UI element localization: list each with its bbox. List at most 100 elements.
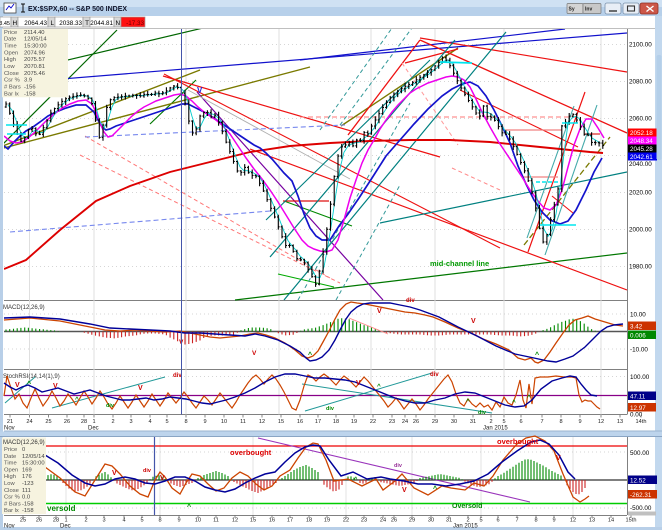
svg-text:2114.40: 2114.40: [24, 30, 45, 36]
svg-text:23: 23: [361, 518, 367, 524]
svg-text:10.00: 10.00: [630, 312, 646, 319]
svg-text:mid-channel line: mid-channel line: [430, 259, 489, 268]
svg-text:15th: 15th: [626, 518, 637, 524]
svg-text:^: ^: [535, 351, 539, 359]
svg-text:^: ^: [527, 393, 531, 401]
svg-text:div: div: [326, 406, 335, 412]
svg-text:Close: Close: [4, 488, 19, 494]
svg-text:7: 7: [515, 518, 518, 524]
svg-text:15:30:00: 15:30:00: [22, 461, 45, 467]
svg-text:Price: Price: [4, 30, 17, 36]
svg-text:V: V: [377, 308, 382, 315]
svg-text:169: 169: [22, 467, 32, 473]
svg-text:0.006: 0.006: [630, 332, 646, 339]
svg-text:div: div: [173, 373, 182, 379]
svg-text:2000.00: 2000.00: [629, 227, 652, 234]
svg-text:Nov: Nov: [4, 524, 15, 530]
svg-text:19: 19: [324, 518, 330, 524]
svg-text:25: 25: [45, 419, 51, 425]
svg-text:8: 8: [559, 419, 562, 425]
svg-text:^: ^: [512, 398, 516, 406]
svg-text:47.11: 47.11: [630, 393, 646, 400]
svg-text:Bar lx: Bar lx: [4, 91, 19, 97]
svg-text:10: 10: [195, 518, 201, 524]
svg-text:11: 11: [213, 518, 219, 524]
svg-text:12: 12: [259, 419, 265, 425]
svg-text:23: 23: [389, 419, 395, 425]
svg-text:Nov: Nov: [4, 426, 15, 432]
svg-text:1: 1: [92, 419, 95, 425]
svg-text:3: 3: [129, 419, 132, 425]
svg-text:2075.57: 2075.57: [24, 57, 45, 63]
svg-text:2048.34: 2048.34: [630, 138, 653, 145]
svg-text:-158: -158: [22, 508, 34, 514]
svg-text:Dec: Dec: [88, 426, 99, 432]
svg-text:Oversold: Oversold: [452, 503, 482, 510]
svg-text:div: div: [478, 410, 487, 416]
svg-text:2044.81: 2044.81: [90, 20, 113, 27]
svg-text:High: High: [4, 474, 16, 480]
svg-text:2: 2: [84, 518, 87, 524]
svg-text:V: V: [138, 385, 143, 392]
svg-text:Low: Low: [4, 64, 15, 70]
svg-text:12/05/14: 12/05/14: [22, 454, 45, 460]
svg-text:15: 15: [278, 419, 284, 425]
svg-text:2075.46: 2075.46: [24, 71, 45, 77]
svg-text:Price: Price: [4, 447, 17, 453]
svg-text:^: ^: [187, 503, 191, 511]
svg-text:-158: -158: [24, 91, 36, 97]
svg-text:-17.33: -17.33: [126, 20, 144, 27]
svg-text:21: 21: [7, 419, 13, 425]
svg-text:-123: -123: [22, 481, 34, 487]
svg-text:div: div: [106, 403, 115, 409]
svg-text:13: 13: [617, 419, 623, 425]
svg-text:31: 31: [446, 518, 452, 524]
svg-text:6: 6: [519, 419, 522, 425]
svg-text:9: 9: [552, 518, 555, 524]
svg-text:overbought: overbought: [230, 448, 272, 457]
svg-text:8: 8: [184, 419, 187, 425]
svg-text:V: V: [471, 318, 476, 325]
svg-text:8: 8: [158, 518, 161, 524]
svg-text:12.97: 12.97: [630, 405, 646, 412]
svg-text:MACD(12,26,9): MACD(12,26,9): [3, 305, 45, 311]
svg-text:versold: versold: [47, 504, 76, 513]
svg-text:6: 6: [496, 518, 499, 524]
svg-text:1980.00: 1980.00: [629, 264, 652, 271]
svg-text:15: 15: [250, 518, 256, 524]
svg-text:2042.61: 2042.61: [630, 154, 653, 161]
svg-text:12: 12: [598, 419, 604, 425]
svg-text:22: 22: [370, 419, 376, 425]
svg-text:Inv: Inv: [585, 7, 592, 13]
svg-text:4: 4: [148, 419, 151, 425]
svg-text:3.9: 3.9: [24, 78, 32, 84]
svg-text:^: ^: [377, 382, 381, 390]
svg-text:EX:$SPX,60 -- S&P 500 INDEX: EX:$SPX,60 -- S&P 500 INDEX: [28, 6, 127, 13]
svg-text:30: 30: [428, 518, 434, 524]
svg-text:10: 10: [221, 419, 227, 425]
svg-text:26: 26: [413, 419, 419, 425]
svg-text:-262.31: -262.31: [630, 492, 652, 499]
svg-text:2038.33: 2038.33: [59, 20, 82, 27]
svg-text:18: 18: [306, 518, 312, 524]
svg-text:Close: Close: [4, 71, 19, 77]
svg-text:MACD(12,26,9): MACD(12,26,9): [3, 440, 45, 446]
svg-text:1: 1: [64, 518, 67, 524]
svg-text:2064.43: 2064.43: [24, 20, 47, 27]
svg-text:Jan 2015: Jan 2015: [483, 426, 508, 432]
svg-text:12/05/14: 12/05/14: [24, 37, 47, 43]
svg-text:24: 24: [380, 518, 386, 524]
svg-text:12.52: 12.52: [630, 477, 646, 484]
svg-text:28: 28: [81, 419, 87, 425]
svg-text:div: div: [406, 298, 415, 304]
svg-text:Time: Time: [4, 44, 17, 50]
svg-text:^: ^: [433, 485, 437, 493]
svg-text:2060.00: 2060.00: [629, 116, 652, 123]
svg-text:9: 9: [177, 518, 180, 524]
svg-text:# Bars: # Bars: [4, 501, 21, 507]
svg-text:2100.00: 2100.00: [629, 42, 652, 49]
svg-text:24: 24: [402, 419, 408, 425]
svg-text:3.42: 3.42: [630, 323, 643, 330]
svg-text:^: ^: [466, 397, 470, 405]
svg-text:High: High: [4, 57, 16, 63]
